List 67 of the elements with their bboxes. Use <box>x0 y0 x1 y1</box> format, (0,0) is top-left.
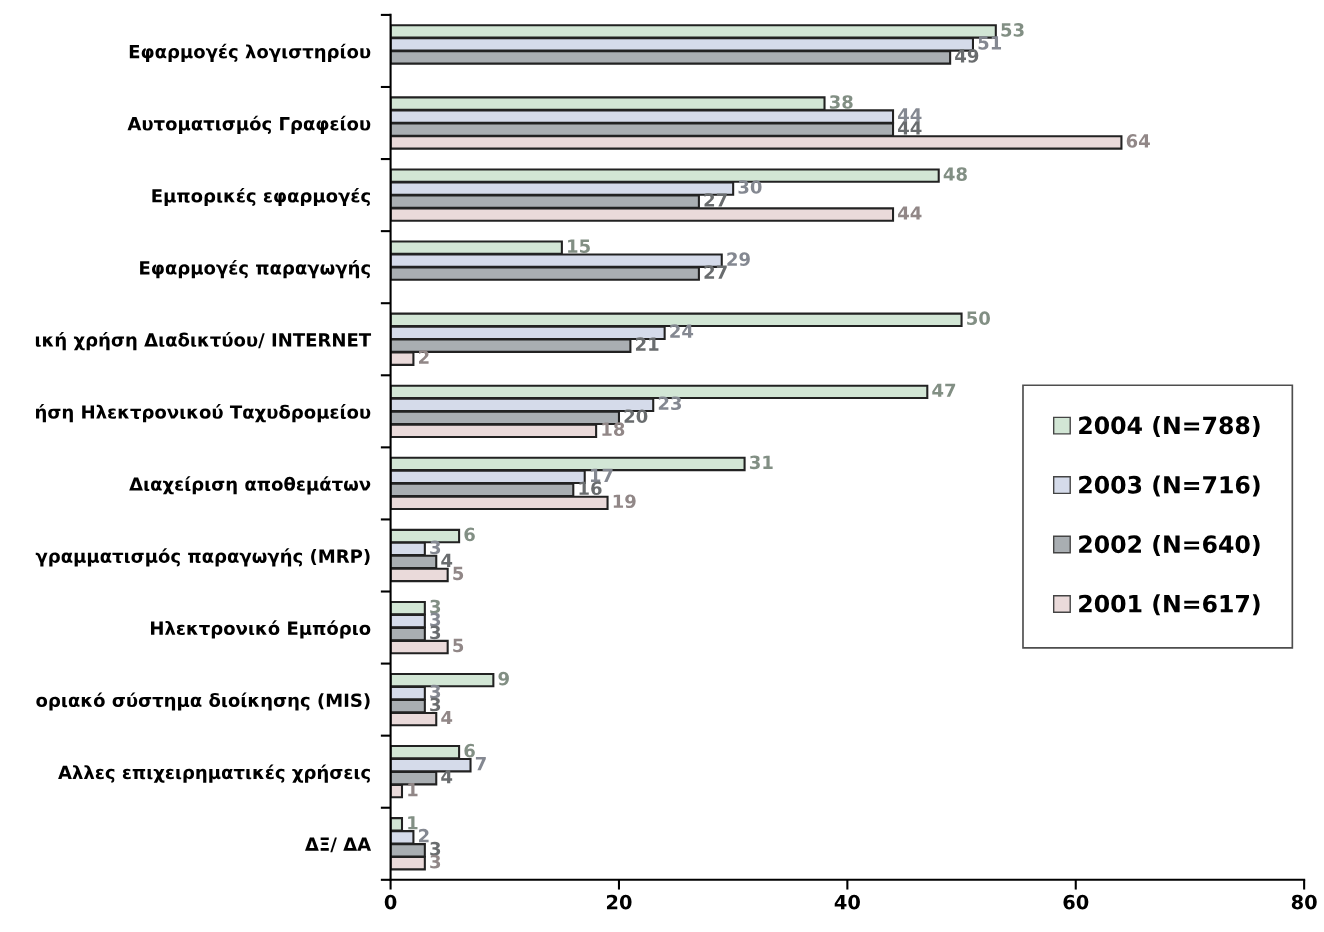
data-label: 2 <box>419 350 429 364</box>
y-tick-label: Αλλες επιχειρηματικές χρήσεις <box>58 764 370 783</box>
data-label: 5 <box>453 566 464 581</box>
data-label: 51 <box>978 36 1002 50</box>
y-tick-label: Ηλεκτρονικό Εμπόριο <box>151 620 371 639</box>
data-label: 30 <box>738 180 762 194</box>
data-label: 17 <box>590 468 613 482</box>
data-label: 6 <box>464 527 475 542</box>
y-tick-label: Εφαρμογές λογιστηρίου <box>129 43 371 62</box>
legend-label: 2002 (N=640) <box>1079 534 1260 556</box>
data-label: 23 <box>658 396 682 411</box>
data-label: 1 <box>408 816 418 830</box>
data-label: 3 <box>430 625 441 640</box>
x-tick-label: 60 <box>1063 894 1089 910</box>
data-label: 1 <box>408 782 418 797</box>
y-tick-label: γραμματισμός παραγωγής (MRP) <box>35 548 370 567</box>
data-label: 16 <box>579 481 602 496</box>
data-label: 48 <box>943 167 967 181</box>
y-tick-label: ική χρήση Διαδικτύου/ INTERNET <box>35 332 372 351</box>
x-tick-label: 80 <box>1291 894 1317 910</box>
y-tick-label: Διαχείριση αποθεμάτων <box>129 476 371 495</box>
data-label: 4 <box>441 770 453 784</box>
data-label: 31 <box>749 455 773 470</box>
data-label: 7 <box>475 757 486 771</box>
data-label: 64 <box>1126 134 1150 148</box>
data-label: 9 <box>498 671 509 686</box>
data-label: 3 <box>430 841 441 856</box>
data-label: 4 <box>441 710 453 725</box>
data-label: 50 <box>967 311 990 326</box>
legend-label: 2004 (N=788) <box>1079 415 1260 438</box>
data-label: 19 <box>613 494 636 509</box>
data-label: 44 <box>898 121 922 135</box>
data-label: 15 <box>568 239 590 253</box>
x-tick-label: 0 <box>384 894 397 910</box>
data-label: 38 <box>829 95 853 109</box>
data-label: 27 <box>704 193 727 207</box>
data-label: 3 <box>430 684 441 699</box>
data-label: 24 <box>670 324 694 338</box>
data-label: 21 <box>635 337 659 351</box>
data-label: 2 <box>419 828 429 843</box>
y-tick-label: οριακό σύστημα διοίκησης (MIS) <box>36 692 370 711</box>
data-label: 47 <box>932 383 956 397</box>
x-tick-label: 20 <box>606 894 632 910</box>
data-label: 20 <box>624 409 648 424</box>
legend-label: 2003 (N=716) <box>1079 475 1260 497</box>
data-label: 3 <box>430 697 441 712</box>
data-label: 27 <box>704 265 727 279</box>
data-label: 29 <box>727 252 750 266</box>
data-label: 6 <box>464 743 475 758</box>
data-label: 5 <box>453 638 464 653</box>
y-tick-label: ΔΞ/ ΔΑ <box>305 837 372 853</box>
y-tick-label: Εφαρμογές παραγωγής <box>140 259 370 279</box>
data-label: 3 <box>430 540 441 555</box>
y-tick-label: ήση Ηλεκτρονικού Ταχυδρομείου <box>36 404 371 423</box>
data-label: 3 <box>430 599 441 614</box>
data-label: 4 <box>441 553 453 567</box>
data-label: 44 <box>898 108 922 122</box>
data-label: 44 <box>898 206 922 220</box>
x-tick-label: 40 <box>834 894 860 910</box>
data-label: 3 <box>430 854 441 869</box>
legend-label: 2001 (N=617) <box>1079 594 1260 616</box>
data-label: 49 <box>955 49 979 63</box>
data-label: 3 <box>430 612 441 627</box>
y-tick-label: Αυτοματισμός Γραφείου <box>127 115 371 135</box>
data-label: 53 <box>1001 23 1024 37</box>
data-label: 18 <box>602 422 625 437</box>
y-tick-label: Εμπορικές εφαρμογές <box>152 187 370 207</box>
